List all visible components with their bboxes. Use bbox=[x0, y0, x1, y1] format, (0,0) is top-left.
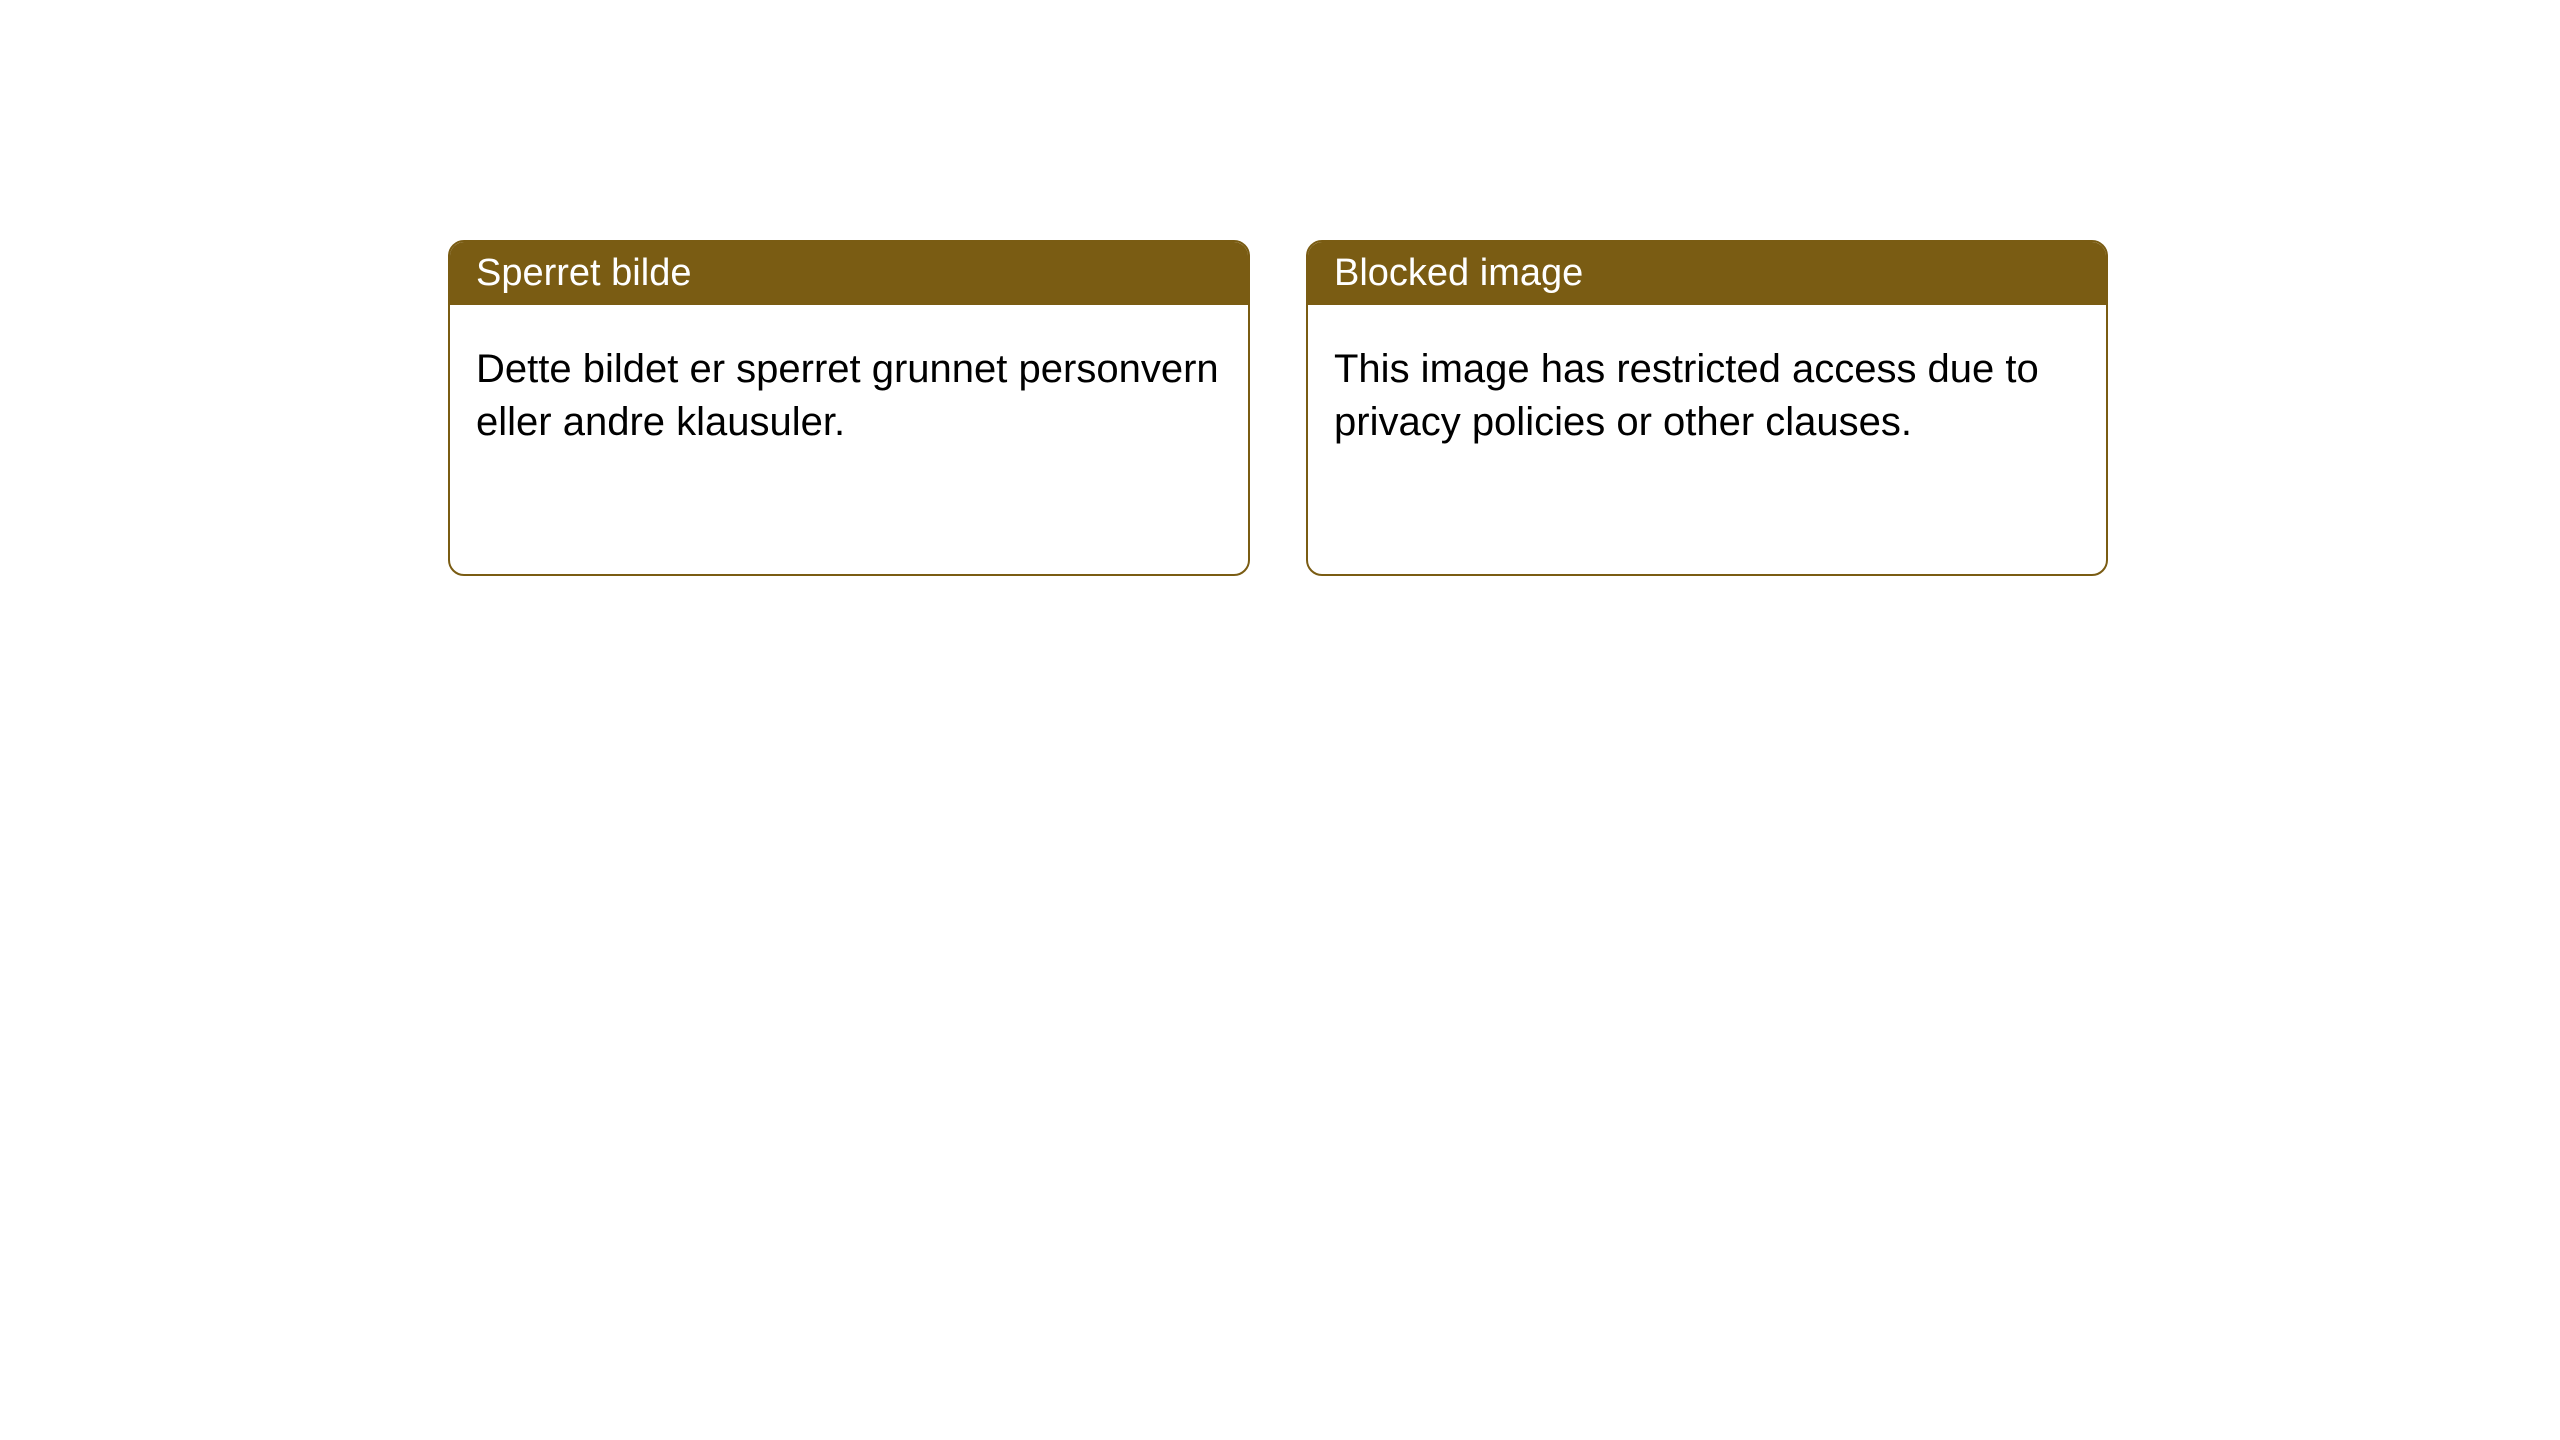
notice-container: Sperret bilde Dette bildet er sperret gr… bbox=[0, 0, 2560, 576]
notice-card-message: Dette bildet er sperret grunnet personve… bbox=[476, 347, 1219, 444]
notice-card-header: Blocked image bbox=[1308, 242, 2106, 305]
notice-card-message: This image has restricted access due to … bbox=[1334, 347, 2039, 444]
notice-card-title: Sperret bilde bbox=[476, 252, 691, 294]
notice-card-body: This image has restricted access due to … bbox=[1308, 305, 2106, 487]
notice-card-norwegian: Sperret bilde Dette bildet er sperret gr… bbox=[448, 240, 1250, 576]
notice-card-english: Blocked image This image has restricted … bbox=[1306, 240, 2108, 576]
notice-card-header: Sperret bilde bbox=[450, 242, 1248, 305]
notice-card-body: Dette bildet er sperret grunnet personve… bbox=[450, 305, 1248, 487]
notice-card-title: Blocked image bbox=[1334, 252, 1583, 294]
